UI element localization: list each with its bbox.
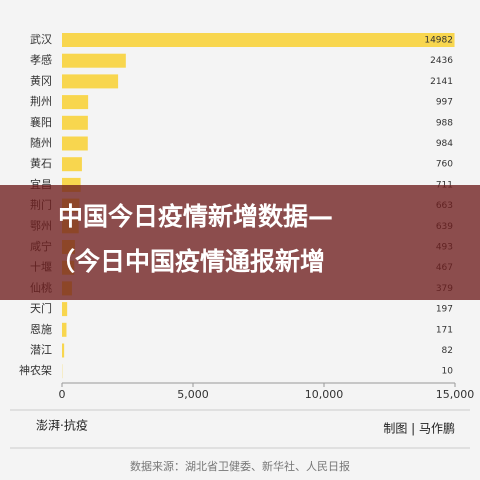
bar — [62, 302, 68, 317]
bar — [62, 115, 88, 130]
bar — [62, 136, 88, 151]
value-label: 760 — [436, 160, 453, 170]
bar — [62, 95, 89, 110]
x-tick-label: 5,000 — [177, 388, 209, 401]
source: 数据来源：湖北省卫健委、新华社、人民日报 — [130, 459, 350, 473]
bar — [62, 33, 455, 47]
category-label: 黄石 — [30, 156, 52, 170]
banner-line: 中国今日疫情新增数据— — [58, 202, 333, 231]
value-label: 2436 — [430, 56, 453, 66]
value-label: 197 — [436, 305, 453, 315]
value-label: 171 — [436, 325, 453, 335]
bar — [62, 343, 65, 358]
x-tick-label: 15,000 — [436, 388, 475, 401]
category-label: 恩施 — [30, 323, 52, 336]
category-label: 孝感 — [30, 54, 52, 67]
bar — [62, 322, 67, 337]
value-label: 988 — [436, 118, 453, 128]
credit: 制图 | 马作鹏 — [383, 422, 455, 436]
category-label: 黄冈 — [30, 73, 52, 87]
value-label: 82 — [442, 346, 453, 356]
bar — [62, 74, 119, 89]
category-label: 天门 — [30, 301, 52, 315]
value-label: 997 — [436, 98, 453, 108]
value-label: 984 — [436, 139, 453, 149]
bar — [62, 53, 126, 68]
x-tick-label: 10,000 — [305, 388, 344, 401]
value-label: 14982 — [424, 36, 453, 46]
banner — [0, 185, 480, 300]
category-label: 武汉 — [30, 33, 52, 46]
category-label: 神农架 — [19, 363, 52, 377]
category-label: 潜江 — [30, 343, 52, 357]
banner-line: （今日中国疫情通报新增 — [50, 247, 325, 276]
category-label: 随州 — [30, 136, 52, 150]
category-label: 荆州 — [30, 95, 52, 108]
value-label: 2141 — [430, 77, 453, 87]
logo: 澎湃·抗疫 — [36, 418, 88, 433]
bar — [62, 157, 82, 172]
category-label: 襄阳 — [30, 115, 52, 129]
value-label: 10 — [442, 367, 454, 377]
x-tick-label: 0 — [59, 388, 66, 401]
